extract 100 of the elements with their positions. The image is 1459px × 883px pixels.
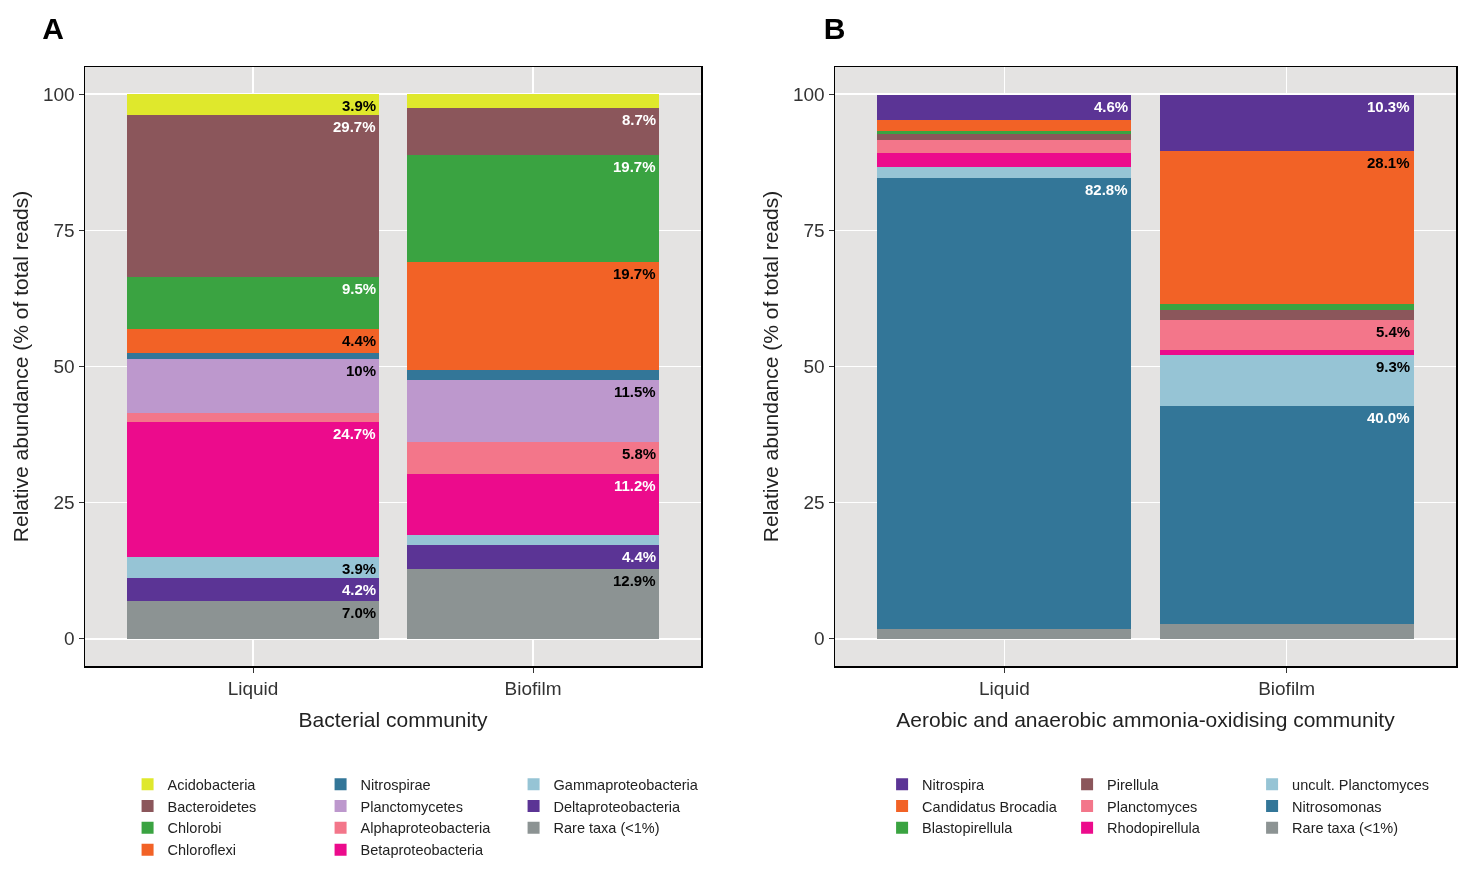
y-tick-label: 75 (803, 220, 825, 242)
bar (407, 534, 659, 545)
data-label: 24.7% (333, 425, 376, 442)
data-label: 19.7% (613, 158, 656, 175)
legend-label: Planctomycetes (360, 798, 463, 815)
data-label: 9.3% (1376, 358, 1411, 375)
x-tick-label: Liquid (227, 678, 279, 700)
bar (877, 94, 1132, 120)
data-label: 11.5% (614, 383, 656, 400)
bar (407, 155, 659, 263)
legend-label: Nitrospirae (360, 776, 431, 793)
bar (1159, 623, 1414, 639)
bar (127, 577, 379, 601)
data-label: 3.9% (342, 97, 377, 114)
data-label: 5.8% (622, 445, 657, 462)
data-label: 10.3% (1367, 98, 1410, 115)
legend-label: Rare taxa (<1%) (1292, 820, 1399, 837)
legend-label: Chlorobi (167, 820, 222, 837)
x-tick-label: Biofilm (1258, 678, 1316, 700)
data-label: 12.9% (613, 572, 656, 589)
data-label: 11.2% (614, 477, 656, 494)
bar (1159, 150, 1414, 304)
bar (127, 556, 379, 578)
bar (877, 119, 1132, 131)
legend-label: Betaproteobacteria (360, 842, 485, 859)
legend-label: Candidatus Brocadia (922, 798, 1058, 815)
bar (877, 178, 1132, 629)
bar (127, 277, 379, 329)
data-label: 9.5% (342, 280, 377, 297)
legend-label: Chloroflexi (167, 842, 237, 859)
bar (407, 262, 659, 370)
data-label: 82.8% (1085, 181, 1128, 198)
data-label: 29.7% (333, 118, 376, 135)
chart-title: B (823, 11, 846, 45)
data-label: 4.6% (1094, 98, 1129, 115)
bar (407, 473, 659, 535)
legend-label: Rhodopirellula (1107, 820, 1201, 837)
data-label: 3.9% (342, 560, 377, 577)
legend-label: uncult. Planctomyces (1292, 776, 1430, 793)
data-label: 4.4% (342, 332, 377, 349)
bar (407, 544, 659, 569)
x-tick-label: Biofilm (504, 678, 562, 700)
bar (407, 379, 659, 443)
legend-label: Bacteroidetes (167, 798, 257, 815)
bar (407, 442, 659, 474)
bar (127, 94, 379, 116)
bar (127, 422, 379, 557)
y-axis-title: Relative abundance (% of total reads) (759, 190, 783, 543)
data-label: 19.7% (613, 265, 656, 282)
bar (1159, 355, 1414, 406)
y-axis-title: Relative abundance (% of total reads) (9, 190, 33, 543)
y-tick-label: 50 (53, 356, 75, 378)
x-tick-label: Liquid (979, 678, 1030, 700)
bar (877, 139, 1132, 154)
legend-label: Planctomyces (1107, 798, 1198, 815)
legend-label: Alphaproteobacteria (360, 820, 492, 837)
data-label: 40.0% (1367, 409, 1410, 426)
legend-label: Deltaproteobacteria (553, 798, 682, 815)
bar (1159, 320, 1414, 350)
data-label: 4.4% (622, 548, 657, 565)
data-label: 5.4% (1376, 323, 1411, 340)
legend-label: Nitrosomonas (1292, 798, 1382, 815)
legend-label: Pirellula (1107, 776, 1160, 793)
bar (877, 628, 1132, 639)
bar (127, 328, 379, 353)
bar (1159, 303, 1414, 311)
data-label: 8.7% (622, 111, 657, 128)
y-tick-label: 0 (814, 628, 825, 650)
data-label: 7.0% (342, 604, 377, 621)
y-tick-label: 75 (53, 220, 75, 242)
data-label: 28.1% (1367, 154, 1410, 171)
bar (407, 94, 659, 108)
bar (1159, 405, 1414, 624)
y-tick-label: 100 (793, 83, 825, 105)
bar (407, 107, 659, 156)
bar (407, 369, 659, 380)
bar (127, 115, 379, 278)
legend-label: Gammaproteobacteria (553, 776, 699, 793)
x-axis-title: Aerobic and anaerobic ammonia-oxidising community (896, 708, 1396, 732)
y-tick-label: 25 (53, 492, 75, 514)
legend-label: Blastopirellula (922, 820, 1014, 837)
data-label: 4.2% (342, 581, 377, 598)
y-tick-label: 0 (64, 628, 75, 650)
x-axis-title: Bacterial community (298, 708, 489, 732)
bar (127, 600, 379, 639)
bar (1159, 310, 1414, 321)
chart-title: A (42, 11, 64, 45)
legend-label: Rare taxa (<1%) (553, 820, 660, 837)
bar (877, 153, 1132, 168)
bar (1159, 94, 1414, 151)
bar (127, 413, 379, 423)
bar (877, 167, 1132, 179)
y-tick-label: 50 (803, 356, 825, 378)
legend-label: Acidobacteria (167, 776, 257, 793)
legend-label: Nitrospira (922, 776, 986, 793)
bar (1159, 349, 1414, 356)
bar (877, 130, 1132, 134)
bar (127, 352, 379, 359)
bar (407, 568, 659, 639)
y-tick-label: 100 (43, 83, 75, 105)
